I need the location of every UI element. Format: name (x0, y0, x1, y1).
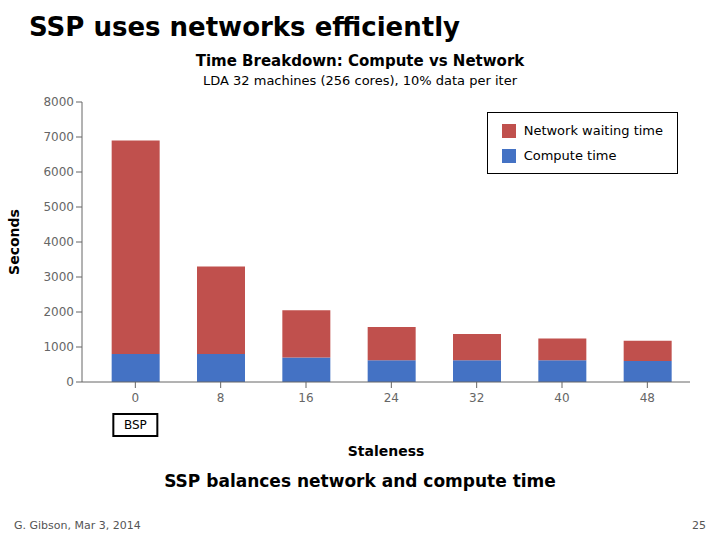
svg-text:1000: 1000 (43, 340, 74, 354)
svg-text:5000: 5000 (43, 200, 74, 214)
svg-text:3000: 3000 (43, 270, 74, 284)
html-text:Compute time: Compute time (523, 148, 617, 163)
svg-text:Staleness: Staleness (348, 443, 425, 459)
svg-text:BSP: BSP (124, 418, 147, 432)
svg-text:8: 8 (217, 391, 225, 405)
svg-text:4000: 4000 (43, 235, 74, 249)
html-text:Time Breakdown: Compute vs Net: Time Breakdown: Compute vs Network (195, 52, 525, 70)
html-text:Network waiting time: Network waiting time (523, 123, 663, 138)
svg-text:40: 40 (554, 391, 569, 405)
html-text:SSP uses networks efficiently: SSP uses networks efficiently (29, 12, 460, 42)
svg-text:32: 32 (469, 391, 484, 405)
html-text:LDA 32 machines (256 cores), 1: LDA 32 machines (256 cores), 10% data pe… (203, 73, 517, 88)
svg-text:8000: 8000 (43, 95, 74, 109)
svg-text:48: 48 (640, 391, 655, 405)
html-text:25: 25 (692, 519, 706, 532)
svg-text:7000: 7000 (43, 130, 74, 144)
svg-text:16: 16 (298, 391, 313, 405)
svg-text:2000: 2000 (43, 305, 74, 319)
svg-text:6000: 6000 (43, 165, 74, 179)
svg-text:0: 0 (132, 391, 140, 405)
svg-text:24: 24 (384, 391, 399, 405)
html-text:G. Gibson, Mar 3, 2014: G. Gibson, Mar 3, 2014 (14, 519, 141, 532)
html-text:SSP balances network and compu: SSP balances network and compute time (164, 471, 556, 491)
svg-text:0: 0 (66, 375, 74, 389)
svg-text:Seconds: Seconds (8, 209, 22, 275)
